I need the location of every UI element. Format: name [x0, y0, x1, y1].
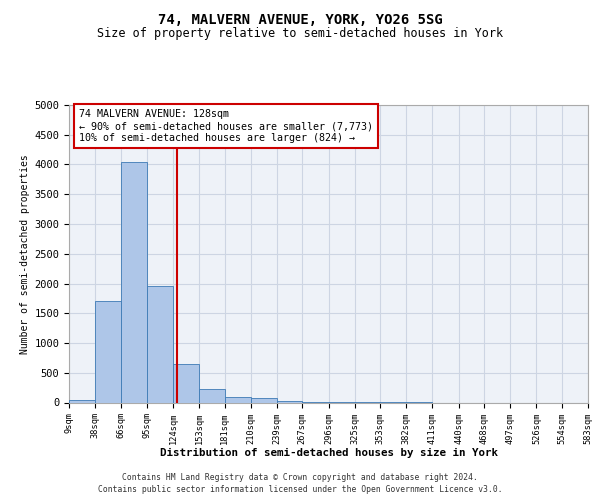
Bar — [147, 286, 173, 403]
Text: 74 MALVERN AVENUE: 128sqm
← 90% of semi-detached houses are smaller (7,773)
10% : 74 MALVERN AVENUE: 128sqm ← 90% of semi-… — [79, 110, 373, 142]
Bar — [173, 364, 199, 403]
Text: Size of property relative to semi-detached houses in York: Size of property relative to semi-detach… — [97, 28, 503, 40]
Bar — [251, 398, 277, 402]
Y-axis label: Number of semi-detached properties: Number of semi-detached properties — [20, 154, 30, 354]
Bar — [224, 396, 251, 402]
Text: Contains HM Land Registry data © Crown copyright and database right 2024.: Contains HM Land Registry data © Crown c… — [122, 472, 478, 482]
Text: Distribution of semi-detached houses by size in York: Distribution of semi-detached houses by … — [160, 448, 498, 458]
Bar — [95, 302, 121, 402]
Text: 74, MALVERN AVENUE, YORK, YO26 5SG: 74, MALVERN AVENUE, YORK, YO26 5SG — [158, 12, 442, 26]
Bar — [69, 400, 95, 402]
Bar — [199, 390, 224, 402]
Bar — [121, 162, 147, 402]
Text: Contains public sector information licensed under the Open Government Licence v3: Contains public sector information licen… — [98, 485, 502, 494]
